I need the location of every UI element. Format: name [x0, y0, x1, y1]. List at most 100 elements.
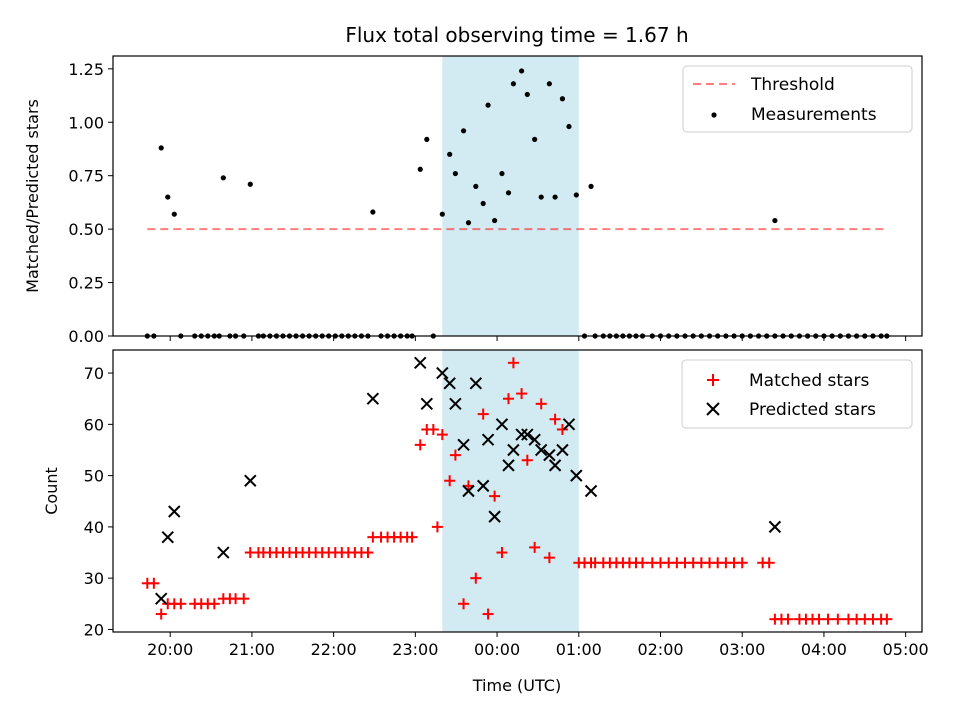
predicted-star-marker [414, 356, 427, 370]
matched-star-marker [832, 613, 844, 625]
predicted-star-marker [217, 546, 230, 559]
measurement-point [158, 145, 164, 151]
matched-star-marker [736, 557, 748, 569]
counts-legend-box [681, 359, 913, 429]
predicted-star-marker [457, 438, 470, 452]
matched-star-marker [543, 552, 555, 564]
x-axis-label: Time (UTC) [472, 676, 561, 695]
measurement-point [447, 151, 453, 157]
measurement-point [573, 192, 579, 198]
matched-star-marker [521, 454, 533, 466]
predicted-star-marker [534, 443, 548, 457]
predicted-star-marker [562, 418, 576, 431]
predicted-star-marker [449, 397, 462, 411]
measurement-point [492, 217, 498, 224]
legend-measurements-swatch [711, 112, 717, 118]
y-tick-label: 0.75 [68, 167, 104, 186]
matched-star-marker [535, 398, 547, 410]
predicted-star-marker [507, 443, 520, 457]
predicted-star-marker [436, 366, 449, 380]
x-tick-label: 23:00 [392, 640, 438, 659]
y-tick-label: 50 [84, 467, 104, 486]
measurement-point [247, 181, 253, 187]
predicted-star-marker [521, 428, 534, 441]
matched-star-marker [238, 593, 250, 605]
y-tick-label: 30 [84, 569, 104, 588]
x-tick-label: 01:00 [556, 640, 602, 659]
legend-matched-label: Matched stars [749, 371, 869, 391]
measurement-point [559, 96, 566, 102]
counts-axes-frame [112, 349, 923, 633]
measurement-point [505, 190, 512, 196]
matched-star-marker [449, 449, 461, 461]
matched-star-marker [362, 547, 374, 559]
matched-star-marker [470, 572, 482, 584]
measurement-point [460, 128, 467, 134]
measurement-point [772, 217, 778, 224]
predicted-star-marker [548, 459, 562, 472]
counts-y-axis-label: Count [42, 467, 61, 515]
y-tick-label: 40 [84, 518, 104, 537]
measurement-point [370, 209, 376, 215]
measurement-points [144, 68, 890, 339]
x-tick-label: 21:00 [229, 640, 275, 659]
predicted-star-marker [469, 377, 483, 390]
measurement-point [424, 136, 430, 142]
matched-star-marker [881, 613, 893, 625]
y-tick-label: 0.00 [68, 327, 104, 346]
matched-star-marker [444, 475, 456, 487]
matched-star-marker [477, 408, 489, 420]
measurement-point [524, 91, 530, 98]
matched-star-marker [822, 613, 834, 625]
predicted-star-marker [515, 428, 528, 441]
measurement-point [538, 194, 544, 200]
counts-panel: 20 30 40 50 60 70 20:00 21:00 22:00 23:00 00:00 01… [42, 349, 929, 695]
observing-span-highlight [442, 56, 579, 336]
predicted-star-marker [462, 484, 475, 498]
measurement-point [465, 220, 472, 226]
y-tick-label: 20 [84, 620, 104, 639]
measurement-point [220, 175, 226, 181]
matched-star-marker [782, 613, 794, 625]
measurement-point [552, 194, 558, 200]
predicted-star-marker [244, 474, 257, 487]
legend-matched-swatch [707, 374, 719, 386]
predicted-star-marker [481, 433, 495, 446]
matched-star-marker [155, 608, 167, 620]
legend-predicted-label: Predicted stars [749, 400, 876, 420]
predicted-star-marker [488, 510, 501, 523]
predicted-star-marker [366, 392, 380, 405]
predicted-star-marker [476, 479, 490, 493]
ratio-legend: Threshold Measurements [682, 65, 913, 133]
ratio-y-ticks: 0.00 0.25 0.50 0.75 1.00 1.25 [68, 60, 113, 346]
measurement-point [473, 183, 479, 189]
measurement-point [546, 81, 552, 87]
measurement-point [518, 68, 525, 74]
y-tick-label: 0.50 [68, 220, 104, 239]
x-tick-label: 04:00 [801, 640, 847, 659]
predicted-star-points [155, 356, 782, 605]
predicted-star-marker [443, 377, 456, 390]
legend-predicted-swatch [706, 402, 720, 416]
matched-star-marker [763, 557, 775, 569]
measurement-point [417, 166, 423, 172]
measurement-point [171, 211, 177, 217]
counts-y-ticks: 20 30 40 50 60 70 [84, 364, 113, 639]
predicted-star-marker [543, 448, 556, 462]
matched-star-marker [549, 413, 561, 425]
x-tick-label: 03:00 [719, 640, 765, 659]
measurement-point [588, 183, 594, 189]
matched-star-marker [175, 598, 187, 610]
matched-star-marker [148, 577, 160, 589]
matched-star-marker [489, 490, 501, 502]
y-tick-label: 1.25 [68, 60, 104, 79]
predicted-star-marker [502, 459, 515, 472]
measurement-point [165, 194, 171, 200]
matched-star-marker [431, 521, 443, 533]
predicted-star-marker [584, 484, 598, 498]
ratio-legend-box [682, 65, 913, 133]
matched-star-marker [436, 429, 448, 441]
matched-star-marker [503, 393, 515, 405]
legend-measurements-label: Measurements [751, 105, 877, 125]
